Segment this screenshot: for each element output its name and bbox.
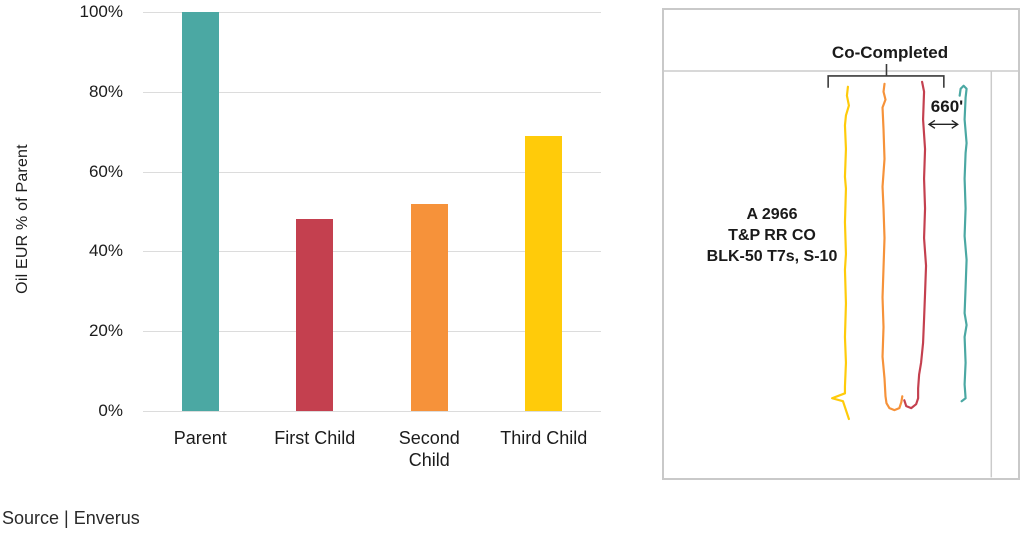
y-tick-label: 0%: [98, 401, 123, 420]
well-map-panel: Co-Completed 660' A 2966 T&P RR CO BLK-5…: [662, 8, 1020, 480]
distance-label: 660': [930, 97, 964, 116]
distance-arrow-icon: [927, 119, 959, 129]
y-tick-label: 40%: [88, 241, 123, 261]
well-area-label: A 2966 T&P RR CO BLK-50 T7s, S-10: [707, 204, 838, 267]
first-child-wellbore: [903, 80, 928, 410]
bar-first-child: [296, 219, 334, 411]
third-child-wellbore: [831, 85, 850, 421]
gridline: [143, 12, 601, 13]
source-note: Source | Enverus: [2, 508, 140, 528]
second-child-wellbore: [881, 82, 904, 412]
y-tick-label: 80%: [88, 81, 123, 101]
plot-area: 0% 20% 40% 60% 80% 100% Parent First Child Secon…: [80, 2, 601, 470]
y-axis-title: Oil EUR % of Parent: [14, 144, 31, 294]
parent-wellbore: [958, 84, 968, 403]
gridline: [143, 91, 601, 93]
bar-third-child: [525, 135, 563, 411]
gridline: [143, 411, 601, 412]
x-axis-label: Parent: [173, 428, 227, 448]
x-axis-label: Second Child: [398, 428, 460, 470]
y-tick-label: 20%: [88, 321, 123, 341]
well-area-label-line3: BLK-50 T7s, S-10: [706, 248, 838, 265]
well-map-drawing: [664, 64, 1018, 478]
well-area-label-line2: T&P RR CO: [728, 227, 816, 244]
x-axis-label: Third Child: [500, 428, 588, 448]
bar-parent: [181, 12, 219, 411]
gridline: [143, 251, 601, 253]
co-completed-bracket: [827, 64, 945, 88]
bar-second-child: [410, 203, 448, 411]
well-area-label-line1: A 2966: [746, 206, 798, 223]
x-axis-label: First Child: [274, 428, 356, 448]
y-tick-label: 100%: [79, 2, 123, 21]
gridline: [143, 331, 601, 333]
gridline: [143, 171, 601, 173]
y-tick-label: 60%: [88, 161, 123, 181]
co-completed-label: Co-Completed: [831, 43, 949, 62]
